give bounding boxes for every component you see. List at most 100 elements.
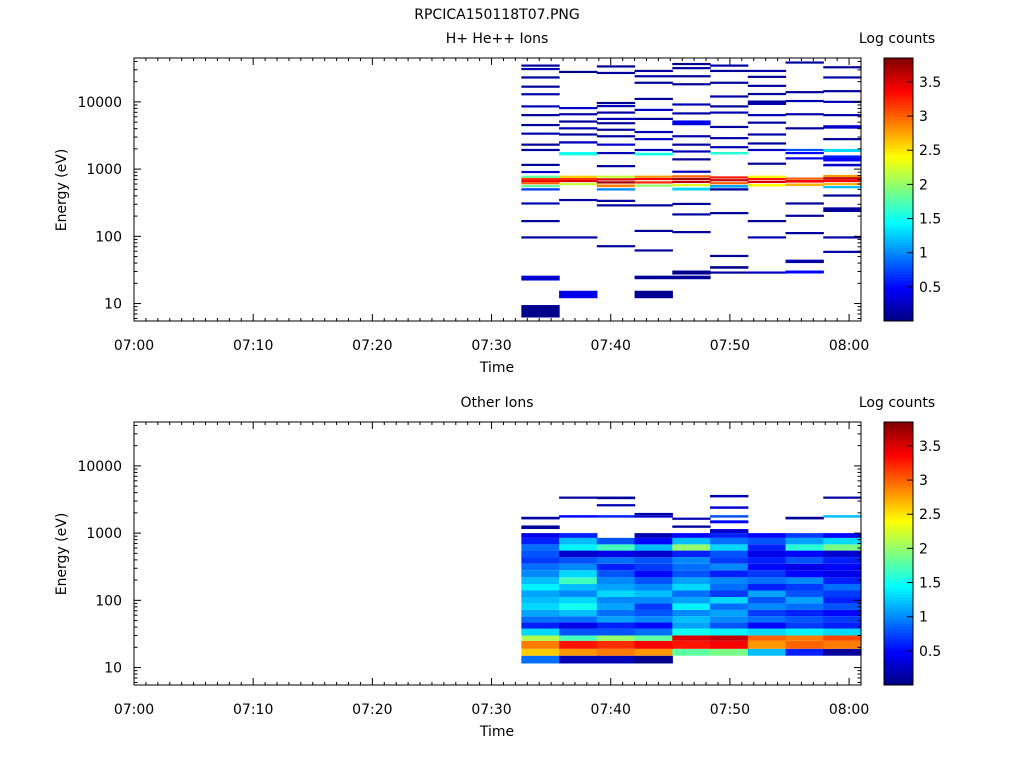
heatmap-cell <box>559 127 598 130</box>
heatmap-cell <box>634 570 673 578</box>
colorbar-gradient-segment <box>884 562 913 566</box>
heatmap-cell <box>823 550 862 558</box>
heatmap-cell <box>521 628 560 636</box>
colorbar-gradient-segment <box>884 294 913 299</box>
heatmap-cell <box>710 179 749 182</box>
colorbar-gradient-segment <box>884 271 913 275</box>
heatmap-cell <box>596 584 636 591</box>
panel-other-ions: Other Ions Log counts Time Energy (eV) 0… <box>54 395 941 740</box>
colorbar-gradient-segment <box>884 614 913 619</box>
figure-title: RPCICA150118T07.PNG <box>414 7 579 23</box>
colorbar-tick-label: 3.5 <box>919 439 941 455</box>
heatmap-cell <box>596 143 636 146</box>
colorbar-gradient-segment <box>884 474 913 478</box>
colorbar-gradient-segment <box>884 133 913 138</box>
x-tick-label: 07:20 <box>352 338 392 354</box>
colorbar-tick-label: 0.5 <box>919 644 941 660</box>
colorbar-gradient-segment <box>884 265 913 269</box>
axes: 07:00 07:10 07:20 07:30 07:40 07:50 08:00 10 100… <box>77 57 869 354</box>
colorbar-gradient-segment <box>884 573 913 578</box>
heatmap-cell <box>710 151 749 155</box>
y-tick-label: 10 <box>104 297 122 313</box>
heatmap-cell <box>785 609 824 617</box>
heatmap-cell <box>521 123 560 127</box>
heatmap-cell <box>521 76 560 79</box>
colorbar-gradient-segment <box>884 227 913 231</box>
colorbar-gradient-segment <box>884 186 913 190</box>
colorbar-gradient-segment <box>884 151 913 155</box>
heatmap-cell <box>823 635 862 641</box>
heatmap-cell <box>785 177 824 180</box>
heatmap-cell <box>521 305 560 318</box>
colorbar-gradient-segment <box>884 163 913 167</box>
colorbar-gradient-segment <box>884 215 913 220</box>
colorbar-gradient-segment <box>884 527 913 531</box>
heatmap-cell <box>672 175 711 178</box>
heatmap-cell <box>596 204 636 207</box>
heatmap-cell <box>672 533 711 538</box>
heatmap-cell <box>823 148 862 152</box>
heatmap-cell <box>672 158 711 161</box>
heatmap-cell <box>710 537 749 545</box>
heatmap-cell <box>785 148 824 152</box>
heatmap-cell <box>596 178 636 181</box>
heatmap-cell <box>521 170 560 174</box>
heatmap-cell <box>596 188 636 191</box>
heatmap-cell <box>747 603 787 610</box>
heatmap-cell <box>785 597 824 604</box>
colorbar: 0.5 1 1.5 2 2.5 3 3.5 <box>883 421 941 686</box>
heatmap-cell <box>823 138 862 141</box>
colorbar-tick-label: 2 <box>919 177 928 193</box>
heatmap-cell <box>521 236 560 239</box>
heatmap-cell <box>747 622 787 629</box>
heatmap-cell <box>634 249 673 252</box>
heatmap-cell <box>785 533 824 538</box>
colorbar-gradient-segment <box>884 457 913 461</box>
colorbar-gradient-segment <box>884 436 913 440</box>
heatmap-cell <box>559 290 598 299</box>
heatmap-cell <box>747 114 787 117</box>
heatmap-cell <box>596 597 636 604</box>
colorbar-gradient-segment <box>884 512 913 516</box>
heatmap-cell <box>559 640 598 649</box>
heatmap-cell <box>559 515 598 518</box>
colorbar-gradient-segment <box>884 119 913 123</box>
heatmap-cell <box>710 69 749 73</box>
heatmap-cell <box>559 609 598 617</box>
colorbar-gradient-segment <box>884 623 913 627</box>
heatmap-cell <box>596 496 636 500</box>
heatmap-cell <box>672 120 711 126</box>
heatmap-cell <box>521 516 560 520</box>
heatmap-cell <box>785 113 824 116</box>
heatmap-cell <box>596 117 636 121</box>
x-tick-label: 07:20 <box>352 702 392 718</box>
heatmap-cell <box>521 202 560 205</box>
heatmap-cell <box>672 75 711 78</box>
heatmap-cell <box>672 597 711 604</box>
colorbar-gradient-segment <box>884 427 913 432</box>
colorbar: 0.5 1 1.5 2 2.5 3 3.5 <box>883 57 941 322</box>
heatmap-cell <box>710 603 749 610</box>
heatmap-cell <box>710 635 749 641</box>
colorbar-gradient-segment <box>884 658 913 663</box>
colorbar-gradient-segment <box>884 649 913 654</box>
heatmap-cell <box>710 557 749 564</box>
heatmap-cell <box>785 622 824 629</box>
heatmap-cell <box>823 616 862 623</box>
x-tick-label: 07:40 <box>591 702 631 718</box>
heatmap-cell <box>710 64 749 67</box>
colorbar-gradient-segment <box>884 424 913 429</box>
heatmap-cell <box>823 66 862 69</box>
colorbar-gradient-segment <box>884 682 913 686</box>
colorbar-gradient-segment <box>884 157 913 161</box>
colorbar-gradient-segment <box>884 90 913 94</box>
colorbar-gradient-segment <box>884 297 913 301</box>
colorbar-gradient-segment <box>884 221 913 225</box>
colorbar-gradient-segment <box>884 107 913 111</box>
colorbar-gradient-segment <box>884 497 913 502</box>
heatmap-cell <box>823 557 862 564</box>
heatmap-cell <box>785 584 824 591</box>
heatmap-cell <box>710 185 749 188</box>
heatmap-cell <box>521 132 560 135</box>
heatmap-cell <box>596 603 636 610</box>
